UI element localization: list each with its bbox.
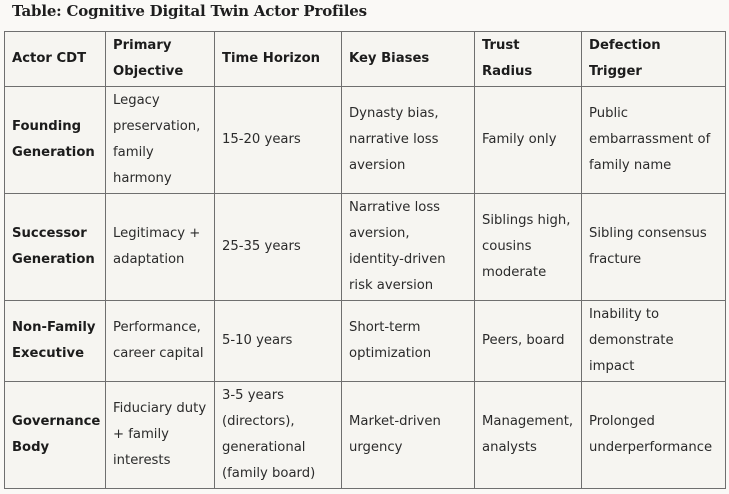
column-header-actor-cdt: Actor CDT [4, 31, 106, 87]
defection-trigger-cell: Inability to demonstrate impact [581, 300, 726, 382]
actor-cell: Governance Body [4, 381, 106, 489]
defection-trigger-cell: Sibling consensus fracture [581, 193, 726, 301]
actor-cell: Successor Generation [4, 193, 106, 301]
time-horizon-cell: 25-35 years [214, 193, 342, 301]
trust-radius-cell: Peers, board [474, 300, 582, 382]
key-biases-cell: Narrative loss aversion, identity-driven… [341, 193, 475, 301]
trust-radius-cell: Family only [474, 86, 582, 194]
key-biases-cell: Dynasty bias, narrative loss aversion [341, 86, 475, 194]
time-horizon-cell: 5-10 years [214, 300, 342, 382]
trust-radius-cell: Siblings high, cousins moderate [474, 193, 582, 301]
actor-profiles-table: Actor CDT Primary Objective Time Horizon… [4, 31, 726, 489]
primary-objective-cell: Legitimacy + adaptation [105, 193, 215, 301]
primary-objective-cell: Performance, career capital [105, 300, 215, 382]
time-horizon-cell: 15-20 years [214, 86, 342, 194]
key-biases-cell: Short-term optimization [341, 300, 475, 382]
table-row: Governance Body Fiduciary duty + family … [4, 381, 726, 489]
primary-objective-cell: Fiduciary duty + family interests [105, 381, 215, 489]
primary-objective-cell: Legacy preservation, family harmony [105, 86, 215, 194]
column-header-trust-radius: Trust Radius [474, 31, 582, 87]
actor-cell: Non-Family Executive [4, 300, 106, 382]
column-header-time-horizon: Time Horizon [214, 31, 342, 87]
defection-trigger-cell: Prolonged underperformance [581, 381, 726, 489]
defection-trigger-cell: Public embarrassment of family name [581, 86, 726, 194]
column-header-key-biases: Key Biases [341, 31, 475, 87]
column-header-primary-objective: Primary Objective [105, 31, 215, 87]
table-row: Non-Family Executive Performance, career… [4, 300, 726, 382]
key-biases-cell: Market-driven urgency [341, 381, 475, 489]
time-horizon-cell: 3-5 years (directors), generational (fam… [214, 381, 342, 489]
table-row: Successor Generation Legitimacy + adapta… [4, 193, 726, 301]
column-header-defection-trigger: Defection Trigger [581, 31, 726, 87]
trust-radius-cell: Management, analysts [474, 381, 582, 489]
actor-cell: Founding Generation [4, 86, 106, 194]
table-row: Founding Generation Legacy preservation,… [4, 86, 726, 194]
table-header-row: Actor CDT Primary Objective Time Horizon… [4, 31, 726, 87]
table-title: Table: Cognitive Digital Twin Actor Prof… [12, 2, 367, 20]
